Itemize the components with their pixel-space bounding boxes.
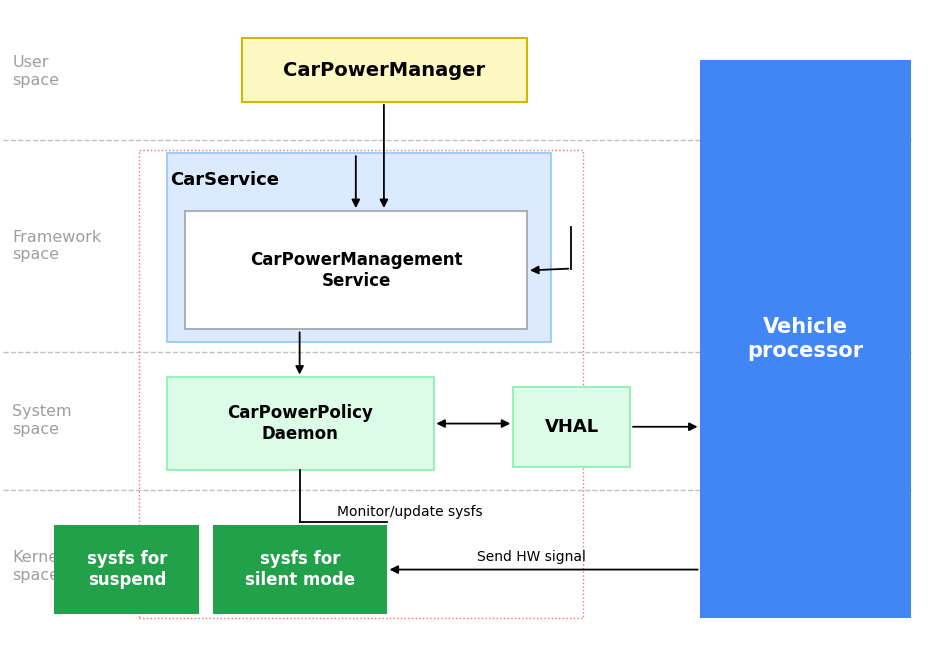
Bar — [241, 38, 528, 102]
Bar — [55, 525, 200, 614]
Bar — [186, 211, 528, 329]
Text: VHAL: VHAL — [544, 418, 599, 436]
Bar — [167, 153, 550, 342]
Text: Kernel
space: Kernel space — [12, 550, 63, 583]
Text: Vehicle
processor: Vehicle processor — [748, 317, 864, 360]
Bar — [701, 61, 911, 618]
Text: CarService: CarService — [170, 171, 279, 189]
Text: CarPowerManager: CarPowerManager — [284, 61, 485, 79]
Text: sysfs for
suspend: sysfs for suspend — [87, 550, 167, 589]
Text: User
space: User space — [12, 56, 59, 88]
Bar — [214, 525, 387, 614]
Text: Framework
space: Framework space — [12, 230, 102, 262]
Bar — [138, 150, 583, 618]
Text: sysfs for
silent mode: sysfs for silent mode — [245, 550, 355, 589]
Text: CarPowerPolicy
Daemon: CarPowerPolicy Daemon — [227, 404, 373, 443]
Text: System
space: System space — [12, 404, 72, 437]
Bar — [167, 377, 433, 470]
Text: Monitor/update sysfs: Monitor/update sysfs — [337, 505, 483, 519]
Text: CarPowerManagement
Service: CarPowerManagement Service — [250, 251, 463, 289]
Text: Send HW signal: Send HW signal — [478, 550, 586, 564]
Bar — [513, 387, 630, 467]
